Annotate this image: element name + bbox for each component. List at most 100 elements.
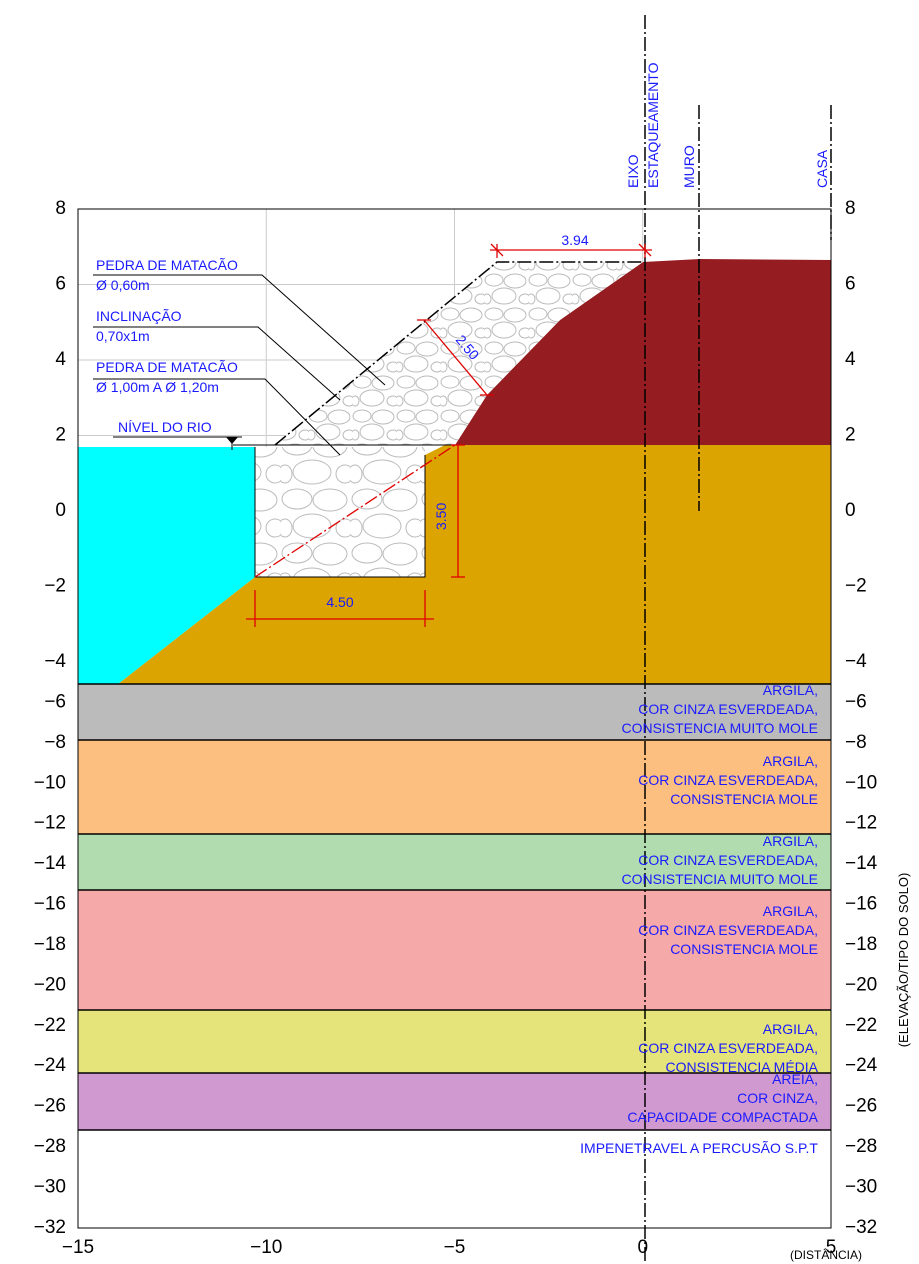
riprap-slope — [275, 262, 643, 445]
y-tick-label: −8 — [845, 732, 867, 753]
x-tick-label: −5 — [444, 1237, 466, 1258]
y-tick-label: 0 — [845, 500, 856, 521]
frame — [77, 208, 832, 1229]
annotation: PEDRA DE MATACÃO — [96, 359, 238, 375]
layer-label: COR CINZA ESVERDEADA, — [638, 922, 818, 938]
y-tick-label: 6 — [845, 274, 856, 295]
dim-label: 4.50 — [326, 594, 353, 610]
ticks: −15 −10 −5 0 5 8 8 6 6 4 4 2 2 0 0 −2 −2 −4 −4 −6 −6 −8 −8 −10 −… — [34, 198, 878, 1258]
annotations: PEDRA DE MATACÃO Ø 0,60m INCLINAÇÃO 0,70… — [93, 257, 386, 456]
y-tick-label: −32 — [34, 1217, 66, 1238]
y-tick-label: −26 — [34, 1096, 66, 1117]
y-tick-label: 2 — [845, 425, 856, 446]
y-tick-label: −18 — [845, 934, 877, 955]
layer-label: COR CINZA, — [737, 1090, 818, 1106]
y-tick-label: 4 — [845, 349, 856, 370]
layer — [78, 740, 831, 834]
layer-label: CONSISTENCIA MUITO MOLE — [621, 720, 818, 736]
column-label: MURO — [681, 145, 697, 188]
layer-label: CONSISTENCIA MÉDIA — [666, 1059, 819, 1075]
y-tick-label: −24 — [34, 1055, 67, 1076]
x-tick-label: −15 — [62, 1237, 94, 1258]
y-tick-label: −22 — [845, 1015, 877, 1036]
y-tick-label: −30 — [845, 1176, 877, 1197]
embankment — [455, 259, 831, 445]
y-tick-label: −4 — [845, 651, 867, 672]
y-tick-label: −20 — [34, 974, 66, 995]
annotation: Ø 1,00m A Ø 1,20m — [96, 379, 219, 395]
y-tick-label: 4 — [55, 349, 66, 370]
layer-label: COR CINZA ESVERDEADA, — [638, 701, 818, 717]
layer-label: CONSISTENCIA MOLE — [670, 791, 818, 807]
y-tick-label: −22 — [34, 1015, 66, 1036]
y-tick-label: 6 — [55, 274, 66, 295]
annotation: INCLINAÇÃO — [96, 308, 182, 324]
annotation: NÍVEL DO RIO — [118, 419, 212, 435]
y-tick-label: −2 — [44, 576, 66, 597]
slope-line — [254, 444, 456, 578]
x-tick-label: −10 — [250, 1237, 282, 1258]
y-tick-label: −18 — [34, 934, 66, 955]
x-tick-label: 0 — [637, 1237, 648, 1258]
y-tick-label: −10 — [34, 772, 66, 793]
layer-label: ARGILA, — [763, 682, 818, 698]
y-tick-label: −24 — [845, 1055, 878, 1076]
y-tick-label: −26 — [845, 1096, 877, 1117]
y-tick-label: −14 — [34, 853, 67, 874]
slope-line — [274, 261, 643, 446]
y-tick-label: 8 — [845, 198, 856, 219]
y-tick-label: −12 — [34, 813, 66, 834]
dim-line — [423, 319, 488, 396]
layer-labels: ARGILA, COR CINZA ESVERDEADA, CONSISTENCIA… — [621, 682, 818, 1125]
dim-label: 3.94 — [561, 232, 588, 248]
y-tick-label: −30 — [34, 1176, 66, 1197]
y-tick-label: 2 — [55, 425, 66, 446]
y-tick-label: −4 — [44, 651, 66, 672]
layer — [78, 1010, 831, 1073]
layer-label: COR CINZA ESVERDEADA, — [638, 1040, 818, 1056]
column-label: CASA — [814, 149, 830, 188]
soil — [118, 445, 831, 684]
layer-label: COR CINZA ESVERDEADA, — [638, 852, 818, 868]
column-label: EIXO — [625, 154, 641, 188]
y-tick-label: −16 — [845, 894, 877, 915]
layer-label: ARGILA, — [763, 1021, 818, 1037]
y-tick-label: −28 — [34, 1136, 66, 1157]
dimensions: 3.94 2.50 3.50 4.50 — [246, 232, 652, 627]
x-axis-label: (DISTÂNCIA) — [790, 1247, 862, 1262]
y-tick-label: −16 — [34, 894, 66, 915]
outline — [254, 447, 426, 578]
layer — [78, 890, 831, 1010]
layer-label: CONSISTENCIA MOLE — [670, 941, 818, 957]
dim-label: 3.50 — [433, 503, 449, 530]
y-tick-label: 8 — [55, 198, 66, 219]
y-tick-label: −14 — [845, 853, 878, 874]
y-tick-label: −6 — [845, 691, 867, 712]
layer — [78, 684, 831, 740]
y-tick-label: −10 — [845, 772, 877, 793]
layer-label: ARGILA, — [763, 833, 818, 849]
layer-label: ARGILA, — [763, 903, 818, 919]
y-tick-label: −2 — [845, 576, 867, 597]
bottom-note: IMPENETRAVEL A PERCUSÃO S.P.T — [580, 1140, 818, 1156]
layer — [78, 1073, 831, 1130]
y-tick-label: 0 — [55, 500, 66, 521]
riprap-base — [255, 447, 425, 577]
layer-label: AREIA, — [772, 1071, 818, 1087]
y-tick-label: −12 — [845, 813, 877, 834]
annotation: Ø 0,60m — [96, 277, 150, 293]
y-tick-label: −20 — [845, 974, 877, 995]
y-tick-label: −6 — [44, 691, 66, 712]
layer — [78, 834, 831, 890]
y-tick-label: −32 — [845, 1217, 877, 1238]
river — [78, 447, 255, 684]
column-label: ESTAQUEAMENTO — [645, 62, 661, 188]
annotation: 0,70x1m — [96, 328, 150, 344]
x-tick-label: 5 — [826, 1237, 837, 1258]
layer-label: CONSISTENCIA MUITO MOLE — [621, 871, 818, 887]
y-tick-label: −8 — [44, 732, 66, 753]
y-axis-label: (ELEVAÇÃO/TIPO DO SOLO) — [896, 873, 911, 1048]
layer-label: ARGILA, — [763, 753, 818, 769]
layer-label: CAPACIDADE COMPACTADA — [627, 1109, 818, 1125]
